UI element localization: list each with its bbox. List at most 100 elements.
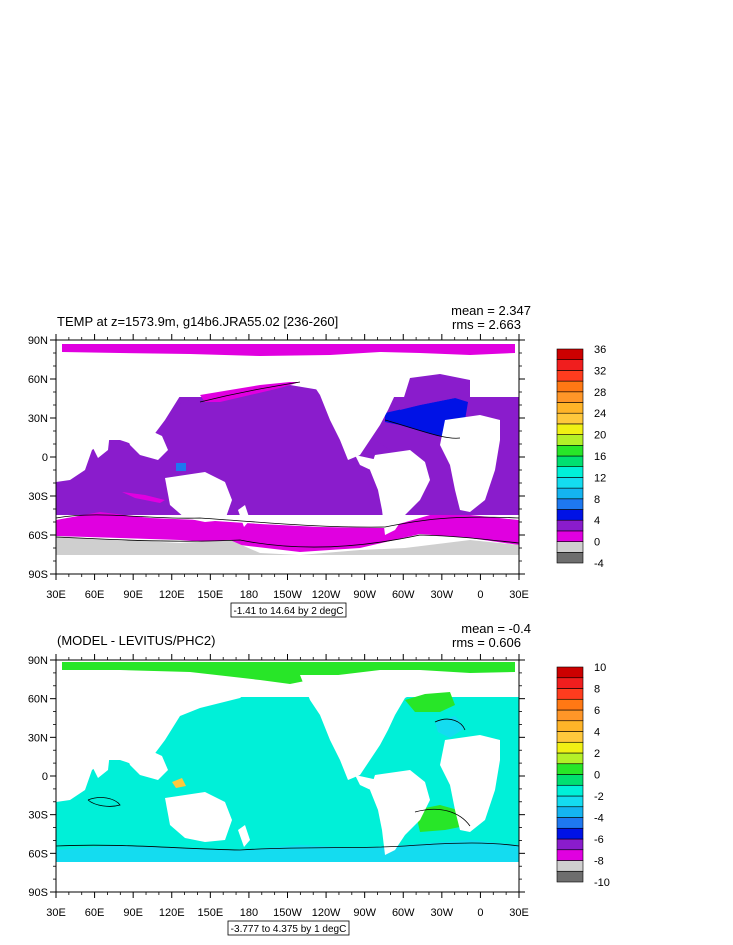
- contour-lines: [55, 718, 520, 851]
- y-tick-label: 90S: [28, 887, 48, 899]
- colorbar-swatch: [556, 541, 584, 553]
- y-tick-label: 60S: [28, 530, 48, 542]
- colorbar-swatch: [556, 666, 584, 679]
- colorbar-label: 4: [594, 515, 600, 527]
- mean-label: mean = 2.347: [451, 303, 531, 318]
- colorbar-swatch: [556, 774, 584, 786]
- contour-info: -1.41 to 14.64 by 2 degC: [233, 606, 343, 617]
- x-tick-label: 120E: [159, 907, 185, 919]
- colorbar-label: 8: [594, 494, 600, 506]
- colorbar-swatch: [556, 519, 584, 532]
- colorbar-label: 28: [594, 387, 606, 399]
- warm-patch: [172, 778, 186, 788]
- y-tick-label: 0: [42, 452, 48, 464]
- colorbar-label: 8: [594, 684, 600, 696]
- y-tick-label: 30N: [28, 732, 48, 744]
- y-tick-label: 90S: [28, 569, 48, 581]
- colorbar-swatch: [556, 870, 584, 883]
- x-tick-label: 30E: [46, 907, 66, 919]
- colorbar-swatch: [556, 348, 584, 360]
- x-axis: 30E 60E 90E 120E 150E 180 150W 120W 90W 60W 30W 0 30…: [46, 334, 529, 601]
- colorbar-swatch: [556, 752, 584, 765]
- colorbar-swatch: [556, 391, 584, 403]
- colorbar-swatch: [556, 444, 584, 457]
- contour-info-box: [227, 920, 350, 936]
- x-tick-label: 30W: [431, 589, 454, 601]
- arctic-field: [62, 662, 515, 684]
- y-axis: 90N 60N 30N 0 30S 60S 90S: [28, 335, 525, 581]
- x-tick-label: 60E: [85, 589, 105, 601]
- southern-ocean-field: [56, 512, 519, 552]
- contour-info-box: [230, 602, 347, 618]
- land-mask: [56, 356, 519, 574]
- panel-difference: (MODEL - LEVITUS/PHC2) mean = -0.4 rms =…: [28, 621, 610, 936]
- x-tick-label: 0: [477, 589, 483, 601]
- x-tick-label: 150E: [197, 589, 223, 601]
- x-tick-label: 90E: [123, 907, 143, 919]
- colorbar-label: -6: [594, 834, 604, 846]
- x-tick-label: 150W: [273, 907, 302, 919]
- colorbar-label: -4: [594, 558, 604, 570]
- x-tick-label: 150E: [197, 907, 223, 919]
- colorbar-label: 12: [594, 472, 606, 484]
- x-tick-label: 60E: [85, 907, 105, 919]
- colorbar-swatch: [556, 487, 584, 500]
- x-tick-label: 120W: [312, 589, 341, 601]
- x-axis: 30E 60E 90E 120E 150E 180 150W 120W 90W 60W 30W 0 30…: [46, 654, 529, 919]
- southern-ocean-field: [56, 840, 519, 862]
- y-tick-label: 90N: [28, 335, 48, 347]
- colorbar-label: 16: [594, 451, 606, 463]
- panel-title: TEMP at z=1573.9m, g14b6.JRA55.02 [236-2…: [57, 314, 338, 329]
- colorbar-swatch: [556, 838, 584, 851]
- colorbar-swatch: [556, 509, 584, 521]
- x-tick-label: 0: [477, 907, 483, 919]
- y-tick-label: 0: [42, 771, 48, 783]
- colorbar-swatch: [556, 380, 584, 393]
- land-mask: [56, 675, 519, 892]
- antarctic-shelf-field: [56, 536, 519, 555]
- colorbar-swatch: [556, 370, 584, 382]
- colorbar-swatch: [556, 688, 584, 700]
- colorbar-swatch: [556, 860, 584, 872]
- panel-temp: TEMP at z=1573.9m, g14b6.JRA55.02 [236-2…: [28, 303, 606, 618]
- colorbar-swatch: [556, 455, 584, 467]
- rms-label: rms = 0.606: [452, 635, 521, 650]
- colorbar: 10 8 6 4 2 0 -2 -4 -6 -8 -10: [556, 662, 610, 889]
- x-tick-label: 30E: [509, 907, 529, 919]
- colorbar-label: 2: [594, 748, 600, 760]
- colorbar-label: -8: [594, 856, 604, 868]
- contour-info: -3.777 to 4.375 by 1 degC: [231, 924, 347, 935]
- colorbar-swatch: [556, 498, 584, 510]
- colorbar-swatch: [556, 849, 584, 861]
- y-tick-label: 90N: [28, 655, 48, 667]
- x-tick-label: 60W: [392, 589, 415, 601]
- colorbar-swatch: [556, 731, 584, 743]
- y-tick-label: 60S: [28, 848, 48, 860]
- colorbar-swatch: [556, 763, 584, 775]
- colorbar-swatch: [556, 698, 584, 711]
- colorbar-label: 4: [594, 727, 600, 739]
- colorbar-label: -2: [594, 791, 604, 803]
- contour-lines: [55, 381, 520, 548]
- colorbar-label: 20: [594, 430, 606, 442]
- colorbar-swatch: [556, 402, 584, 414]
- x-tick-label: 180: [240, 907, 258, 919]
- panel-title: (MODEL - LEVITUS/PHC2): [57, 633, 215, 648]
- y-tick-label: 30S: [28, 810, 48, 822]
- colorbar-swatch: [556, 817, 584, 829]
- y-tick-label: 30N: [28, 413, 48, 425]
- colorbar-label: 32: [594, 365, 606, 377]
- colorbar: 36 32 28 24 20 16 12 8 4 0 -4: [556, 344, 606, 570]
- mean-label: mean = -0.4: [461, 621, 531, 636]
- colorbar-swatch: [556, 551, 584, 564]
- colorbar-swatch: [556, 827, 584, 840]
- north-atlantic-field: [405, 692, 455, 712]
- colorbar-label: 6: [594, 705, 600, 717]
- colorbar-swatch: [556, 530, 584, 542]
- north-pacific-tongue: [200, 382, 300, 402]
- colorbar-swatch: [556, 434, 584, 446]
- x-tick-label: 30E: [46, 589, 66, 601]
- colorbar-label: 36: [594, 344, 606, 356]
- x-tick-label: 150W: [273, 589, 302, 601]
- colorbar-swatch: [556, 741, 584, 754]
